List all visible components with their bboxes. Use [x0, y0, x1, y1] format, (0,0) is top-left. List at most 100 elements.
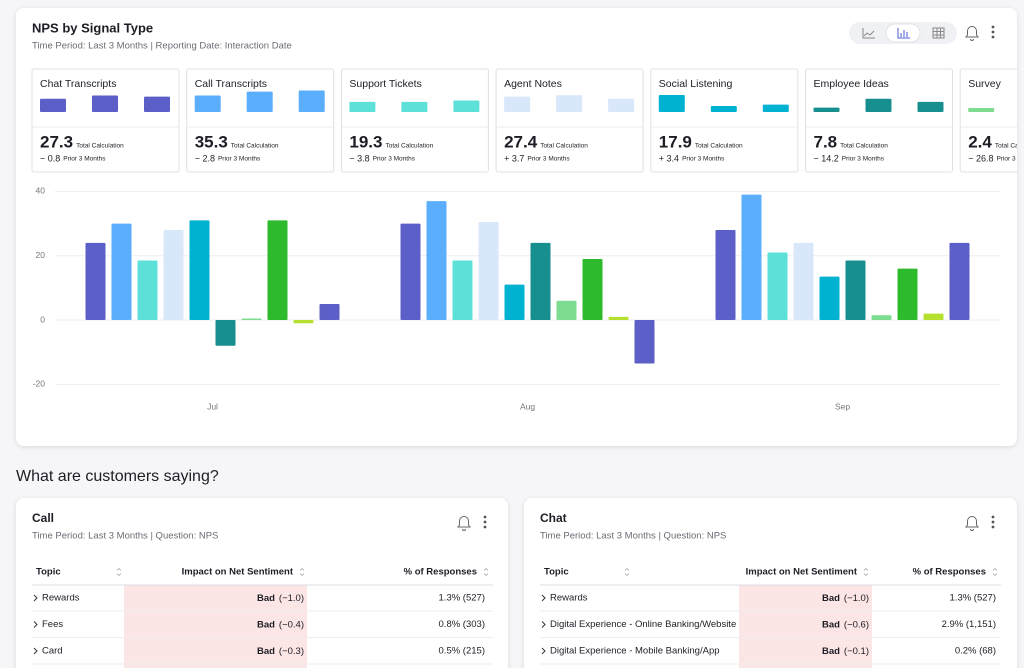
sort-icon[interactable] [116, 567, 122, 577]
bell-icon[interactable] [965, 26, 979, 41]
expand-chevron[interactable] [33, 594, 38, 602]
tile-bar [504, 96, 531, 112]
bell-icon[interactable] [965, 516, 979, 531]
tile-bar [710, 105, 737, 112]
bar [215, 320, 236, 346]
tile-total-label: Total Calculation [695, 143, 743, 150]
impact-column-bg [124, 585, 307, 668]
sort-icon[interactable] [299, 567, 305, 577]
bar [556, 300, 577, 321]
tile-total-label: Total Calculation [995, 143, 1024, 150]
line-chart-icon[interactable] [862, 28, 875, 39]
signal-tile[interactable]: Call Transcripts 35.3 Total Calculation − 2… [186, 68, 335, 173]
tile-prior-label: Prior 3 Months [682, 156, 725, 163]
tile-bar [865, 98, 892, 112]
tile-border [186, 68, 335, 173]
signal-tile[interactable]: Social Listening 17.9 Total Calculation + 3… [650, 68, 799, 173]
tile-value: 2.4 [968, 132, 992, 151]
chart: -20 0 20 40 Jul Aug Sep [33, 186, 1000, 411]
bar [741, 194, 762, 321]
column-header: Impact on Net Sentiment [182, 567, 294, 578]
menu-dot[interactable] [991, 520, 995, 524]
tile-name: Support Tickets [349, 78, 421, 90]
chart-subtitle: Time Period: Last 3 Months | Reporting D… [32, 41, 292, 52]
expand-chevron[interactable] [33, 647, 38, 655]
bell-icon[interactable] [457, 516, 471, 531]
x-tick-label: Sep [835, 401, 850, 411]
menu-dot[interactable] [991, 525, 995, 529]
tile-bar [246, 91, 273, 112]
impact-label: Bad [257, 646, 275, 657]
impact: Bad (−1.0) [257, 593, 304, 604]
sort-icon[interactable] [992, 567, 998, 577]
tile-prior-label: Prior 3 Months [842, 156, 885, 163]
signal-tile[interactable]: Employee Ideas 7.8 Total Calculation− 14.2… [805, 68, 953, 173]
toggle-active[interactable] [885, 23, 921, 43]
signal-tile[interactable]: Chat Transcripts 27.3 Total Calculation − 0… [31, 68, 180, 173]
bar [608, 316, 629, 321]
tile-total-label: Total Calculation [231, 143, 279, 150]
signal-tile[interactable]: Agent Notes 27.4 Total Calculation + 3.7 Pri… [495, 68, 644, 173]
expand-chevron[interactable] [541, 647, 546, 655]
impact-label: Bad [257, 619, 275, 630]
bar [767, 252, 788, 321]
impact: Bad (−1.0) [822, 593, 869, 604]
tile-prior-label: Prior 3 Months [996, 156, 1024, 163]
bar-chart-icon[interactable] [897, 28, 910, 39]
impact-label: Bad [257, 593, 275, 604]
expand-chevron[interactable] [541, 594, 546, 602]
column-header: % of Responses [913, 567, 986, 578]
bar [504, 284, 525, 321]
impact-label: Bad [822, 593, 840, 604]
bar [267, 220, 288, 321]
column-header: % of Responses [404, 567, 477, 578]
sort-icon[interactable] [483, 567, 489, 577]
section-title: What are customers saying? [16, 468, 219, 485]
menu-icon[interactable] [991, 25, 995, 39]
sort-icon[interactable] [624, 567, 630, 577]
tile-change: − 14.2 [814, 153, 839, 163]
tile-total-label: Total Calculation [76, 143, 124, 150]
tile-value: 7.8 [814, 132, 838, 151]
bar [871, 315, 892, 321]
tile-bar [92, 95, 118, 112]
tile-border [495, 68, 644, 173]
y-tick-label: 40 [36, 186, 46, 196]
menu-dot[interactable] [483, 525, 487, 529]
signal-tile[interactable]: Support Tickets 19.3 Total Calculation − 3.… [340, 68, 489, 173]
tile-border [340, 68, 489, 173]
tile-value: 27.4 [504, 132, 538, 151]
tile-value: 17.9 [659, 132, 692, 151]
y-tick-label: -20 [33, 379, 46, 389]
menu-dot[interactable] [483, 520, 487, 524]
sort-icon[interactable] [863, 567, 869, 577]
table-icon[interactable] [932, 27, 945, 39]
menu-dot[interactable] [991, 515, 995, 519]
tile-name: Agent Notes [504, 78, 562, 90]
impact-value: (−0.3) [279, 646, 304, 657]
expand-chevron[interactable] [33, 621, 38, 628]
bar [137, 260, 158, 321]
bar [241, 318, 262, 321]
responses: 0.2% (68) [955, 646, 996, 657]
topic: Fees [42, 619, 63, 630]
bar [319, 303, 340, 321]
expand-chevron[interactable] [541, 621, 546, 628]
topic: Rewards [550, 593, 588, 604]
tile-bar [917, 101, 944, 112]
impact-label: Bad [822, 646, 840, 657]
menu-dot[interactable] [483, 515, 487, 519]
table-subtitle: Time Period: Last 3 Months | Question: N… [32, 531, 218, 542]
tile-bar [453, 100, 480, 112]
tile-change: − 26.8 [968, 153, 993, 163]
tile-change: − 2.8 [195, 153, 215, 163]
tile-name: Employee Ideas [814, 78, 889, 90]
bar [793, 242, 814, 321]
tile-bar [194, 95, 221, 112]
tile-bar [349, 101, 376, 112]
topic: Card [42, 646, 63, 657]
tile-bar [40, 98, 66, 112]
impact: Bad (−0.6) [822, 619, 869, 630]
